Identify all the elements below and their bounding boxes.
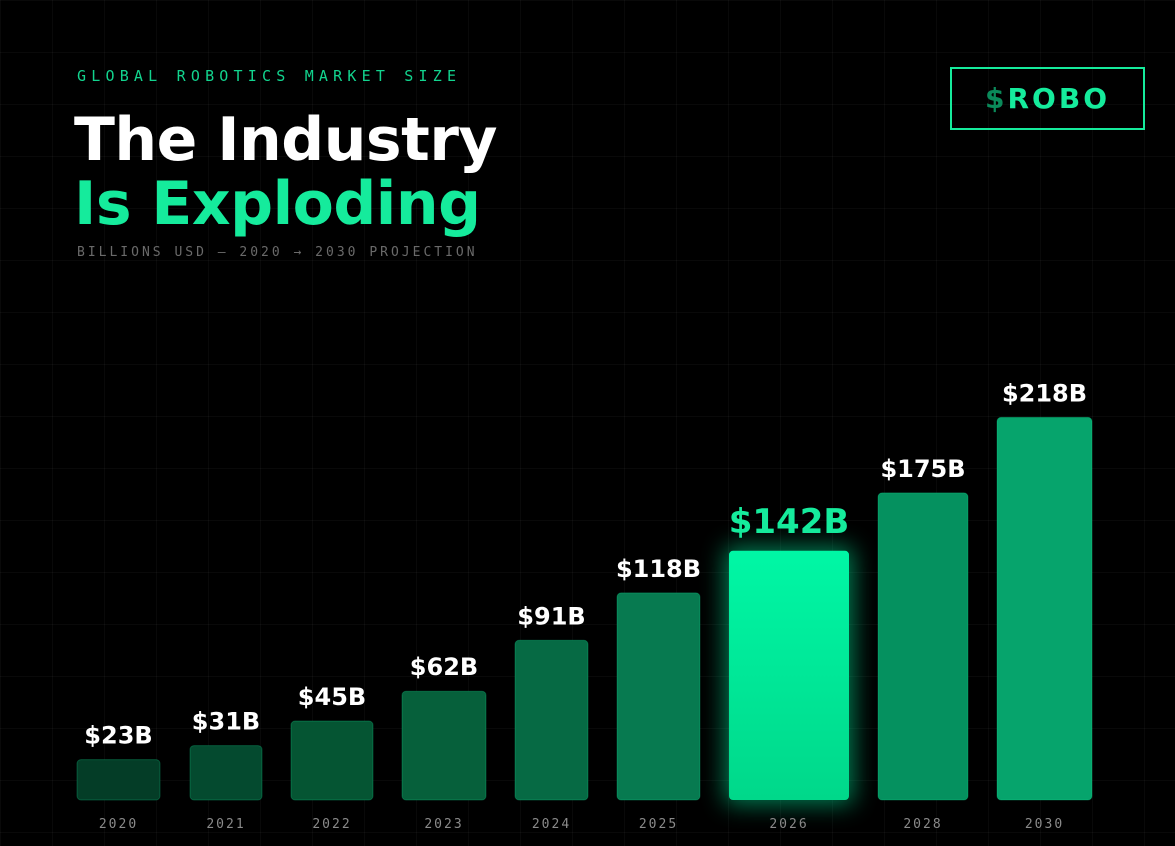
ticker-dollar-sign: $ [985,82,1008,115]
value-label-2021: $31B [192,708,260,736]
value-label-2023: $62B [410,653,478,681]
year-label-2025: 2025 [639,817,678,832]
bars-layer: $23B 2020 $31B 2021 $45B 2022 $62B 2023 $91B 2024… [76,379,1093,832]
ticker-badge: $ ROBO [950,67,1145,130]
bar-2025 [616,592,701,801]
year-label-2022: 2022 [312,817,351,832]
year-label-2030: 2030 [1025,817,1064,832]
bar-2026 [729,550,849,800]
bar-2021 [189,745,263,801]
bar-2022 [290,720,374,801]
value-label-2030: $218B [1002,379,1087,407]
year-label-2023: 2023 [424,817,463,832]
chart-subtitle: BILLIONS USD — 2020 → 2030 PROJECTION [77,245,478,260]
title-line-1: The Industry [74,105,498,175]
year-label-2021: 2021 [206,817,245,832]
chart-eyebrow: GLOBAL ROBOTICS MARKET SIZE [77,67,462,85]
year-label-2028: 2028 [903,817,942,832]
year-label-2020: 2020 [99,817,138,832]
title-line-2: Is Exploding [74,169,481,239]
bar-2030 [996,416,1093,801]
value-label-2028: $175B [880,455,965,483]
year-label-2024: 2024 [532,817,571,832]
year-label-2026: 2026 [769,817,808,832]
value-label-2026: $142B [729,502,850,542]
value-label-2022: $45B [298,683,366,711]
ticker-name: ROBO [1007,82,1110,115]
bar-2020 [76,759,161,801]
value-label-2024: $91B [517,602,585,630]
bar-2028 [877,492,969,801]
value-label-2020: $23B [84,722,152,750]
bar-2023 [401,690,487,801]
page-title: The Industry Is Exploding [74,105,498,239]
bar-2024 [514,639,589,801]
value-label-2025: $118B [616,555,701,583]
